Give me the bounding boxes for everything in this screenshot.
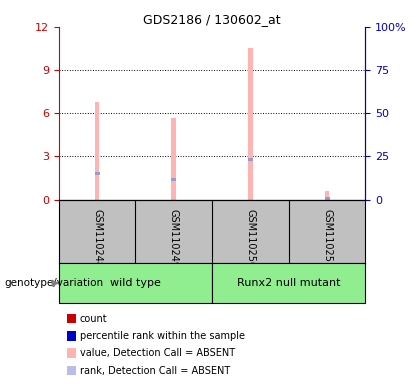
Text: percentile rank within the sample: percentile rank within the sample — [80, 331, 245, 341]
Bar — [325, 197, 330, 200]
Bar — [95, 102, 100, 200]
Text: count: count — [80, 314, 108, 324]
Text: genotype/variation: genotype/variation — [4, 278, 103, 288]
Text: Runx2 null mutant: Runx2 null mutant — [237, 278, 341, 288]
Text: GSM110248: GSM110248 — [92, 209, 102, 268]
Text: rank, Detection Call = ABSENT: rank, Detection Call = ABSENT — [80, 366, 230, 376]
Title: GDS2186 / 130602_at: GDS2186 / 130602_at — [143, 13, 281, 26]
Text: GSM110250: GSM110250 — [245, 209, 255, 268]
Bar — [59, 263, 212, 303]
Bar — [171, 178, 176, 181]
Bar — [212, 263, 365, 303]
Bar — [248, 48, 253, 200]
Text: GSM110249: GSM110249 — [169, 209, 179, 268]
Bar — [248, 158, 253, 161]
Bar — [325, 191, 329, 200]
Text: value, Detection Call = ABSENT: value, Detection Call = ABSENT — [80, 348, 235, 358]
Text: GSM110251: GSM110251 — [322, 209, 332, 268]
Bar — [171, 118, 176, 200]
Text: wild type: wild type — [110, 278, 161, 288]
Bar — [94, 172, 100, 175]
